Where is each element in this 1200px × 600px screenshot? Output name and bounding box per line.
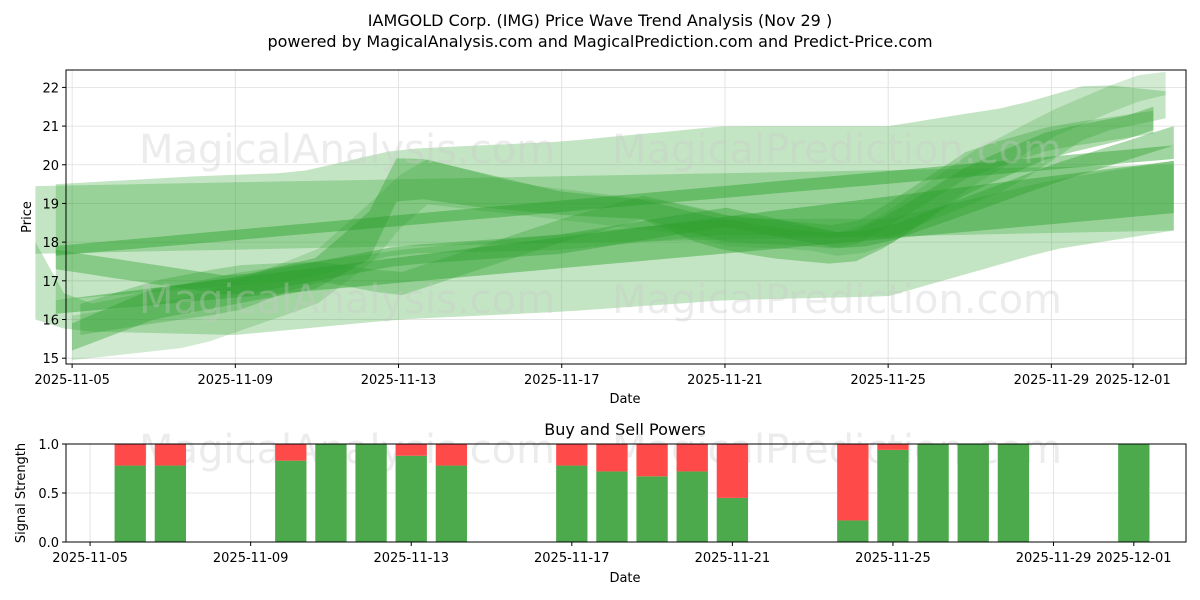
sell-bar-2	[275, 444, 307, 461]
buy-sell-xtick-label-6: 2025-11-29	[1016, 551, 1092, 566]
buy-bar-16	[997, 444, 1030, 542]
buy-bar-17	[1118, 444, 1150, 542]
price-xtick-label-7: 2025-12-01	[1095, 373, 1171, 388]
buy-sell-xtick-label-7: 2025-12-01	[1096, 551, 1172, 566]
buy-sell-bars	[114, 444, 1150, 542]
price-xtick-label-2: 2025-11-13	[361, 373, 437, 388]
price-plot-background	[66, 70, 1186, 364]
price-ytick-label-0: 15	[42, 352, 59, 367]
buy-bar-2	[275, 460, 307, 542]
price-xtick-label-0: 2025-11-05	[34, 373, 110, 388]
sell-bar-9	[636, 444, 668, 477]
buy-sell-x-axis-label: Date	[609, 571, 640, 586]
buy-sell-xtick-label-1: 2025-11-09	[213, 551, 289, 566]
price-wave-plot: MagicalAnalysis.com MagicalPrediction.co…	[20, 69, 1187, 407]
price-bands	[35, 71, 1174, 361]
buy-bar-12	[837, 520, 869, 542]
buy-sell-xtick-label-3: 2025-11-17	[534, 551, 610, 566]
price-watermarks: MagicalAnalysis.com MagicalPrediction.co…	[139, 127, 1062, 323]
sell-bar-1	[154, 444, 187, 466]
price-ytick-label-7: 22	[42, 81, 59, 96]
sell-bar-5	[395, 444, 427, 456]
sell-bar-0	[114, 444, 146, 466]
price-ytick-label-1: 16	[42, 314, 59, 329]
price-xtick-label-3: 2025-11-17	[524, 373, 600, 388]
buy-sell-ytick-label-2: 1.0	[38, 438, 59, 453]
price-band-2	[55, 145, 1174, 256]
buy-sell-ytick-label-0: 0.0	[38, 536, 59, 551]
watermark-prediction-top: MagicalPrediction.com	[612, 127, 1062, 173]
buy-sell-x-ticks: 2025-11-05 2025-11-09 2025-11-13 2025-11-17…	[52, 542, 1172, 566]
buy-sell-xtick-label-5: 2025-11-25	[855, 551, 931, 566]
price-band-3	[55, 160, 1174, 314]
price-plot-frame	[65, 69, 1187, 365]
buy-bar-5	[395, 455, 427, 542]
watermark-analysis-top: MagicalAnalysis.com	[139, 127, 555, 173]
price-x-axis-label: Date	[609, 392, 640, 407]
price-ytick-label-6: 21	[42, 120, 59, 135]
buy-bar-6	[435, 465, 468, 542]
price-xtick-label-1: 2025-11-09	[198, 373, 274, 388]
price-band-4	[55, 126, 1174, 295]
chart-subtitle: powered by MagicalAnalysis.com and Magic…	[267, 32, 932, 51]
price-grid	[66, 70, 1186, 364]
buy-sell-ytick-label-1: 0.5	[38, 487, 59, 502]
price-band-1	[35, 160, 1174, 335]
price-ytick-label-2: 17	[42, 275, 59, 290]
buy-bar-14	[917, 444, 949, 542]
watermark-analysis-lower: MagicalAnalysis.com	[139, 427, 555, 473]
buy-sell-xtick-label-2: 2025-11-13	[373, 551, 449, 566]
price-ytick-label-4: 19	[42, 197, 59, 212]
watermark-prediction-bottom: MagicalPrediction.com	[612, 277, 1062, 323]
price-x-ticks: 2025-11-05 2025-11-09 2025-11-13 2025-11-17…	[34, 364, 1171, 388]
price-xtick-label-4: 2025-11-21	[687, 373, 763, 388]
buy-sell-title: Buy and Sell Powers	[544, 420, 706, 439]
buy-bar-7	[556, 465, 588, 542]
buy-sell-xtick-label-0: 2025-11-05	[52, 551, 128, 566]
buy-sell-plot: Buy and Sell Powers MagicalAnalysis.com …	[14, 420, 1187, 586]
sell-bar-13	[877, 444, 909, 450]
sell-bar-8	[596, 444, 628, 472]
price-y-axis-label: Price	[20, 201, 35, 233]
price-ytick-label-3: 18	[42, 236, 59, 251]
price-y-ticks: 15 16 17 18 19 20 21 22	[42, 81, 66, 367]
buy-bar-4	[355, 444, 387, 542]
buy-bar-0	[114, 465, 146, 542]
watermark-analysis-bottom: MagicalAnalysis.com	[139, 277, 555, 323]
price-band-0	[35, 164, 1174, 254]
sell-bar-12	[837, 444, 869, 521]
buy-bar-15	[957, 444, 989, 542]
buy-sell-y-ticks: 0.0 0.5 1.0	[38, 438, 66, 551]
buy-sell-y-axis-label: Signal Strength	[14, 443, 29, 543]
buy-bar-11	[716, 497, 749, 542]
price-band-7	[72, 71, 1166, 361]
sell-bar-11	[716, 444, 749, 498]
price-band-8	[80, 110, 1154, 335]
buy-bar-1	[154, 465, 187, 542]
buy-sell-xtick-label-4: 2025-11-21	[695, 551, 771, 566]
sell-bar-6	[435, 444, 468, 466]
buy-bar-9	[636, 476, 668, 542]
price-band-5	[55, 85, 1166, 301]
buy-bar-8	[596, 471, 628, 542]
sell-bar-7	[556, 444, 588, 466]
price-xtick-label-6: 2025-11-29	[1014, 373, 1090, 388]
price-xtick-label-5: 2025-11-25	[850, 373, 926, 388]
sell-bar-10	[676, 444, 708, 472]
chart-title: IAMGOLD Corp. (IMG) Price Wave Trend Ana…	[368, 11, 832, 30]
buy-bar-3	[315, 444, 347, 542]
price-ytick-label-5: 20	[42, 159, 59, 174]
buy-bar-10	[676, 471, 708, 542]
buy-bar-13	[877, 449, 909, 542]
